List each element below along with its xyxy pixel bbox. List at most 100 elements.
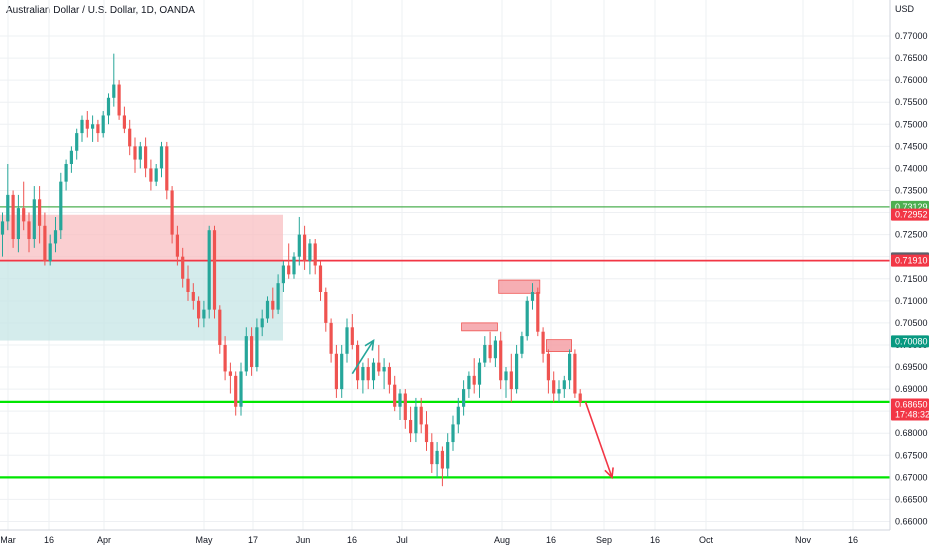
candle-body [308, 243, 312, 262]
candle-body [446, 442, 450, 469]
axis-currency-label: USD [895, 4, 915, 14]
y-tick-label: 0.69000 [895, 384, 928, 394]
candle-body [106, 97, 111, 116]
candle-body [435, 450, 439, 465]
candle-body [22, 208, 26, 222]
candle-body [186, 278, 190, 292]
candle-body [250, 336, 254, 368]
candle-body [552, 380, 556, 394]
y-tick-label: 0.66500 [895, 494, 928, 504]
candle-body [488, 344, 492, 359]
x-tick-label: Jul [396, 535, 408, 545]
zone-supply-zone [0, 214, 283, 262]
candle-body [366, 367, 370, 381]
candle-body [456, 406, 460, 425]
candle-body [318, 265, 323, 292]
price-tag [891, 335, 929, 348]
candle-body [324, 291, 328, 323]
candle-body [223, 344, 227, 372]
candle-body [578, 393, 582, 403]
candle-body [271, 300, 275, 310]
candle-body [504, 371, 508, 381]
candle-body [340, 353, 344, 390]
candle-body [345, 327, 349, 354]
candle-body [356, 344, 360, 381]
x-tick-label: Sep [596, 535, 612, 545]
y-tick-label: 0.75000 [895, 119, 928, 129]
x-tick-label: Apr [97, 535, 111, 545]
candle-body [122, 115, 126, 129]
candle-body [112, 84, 116, 98]
candle-body [546, 353, 550, 381]
candle-body [85, 119, 89, 129]
y-tick-label: 0.68000 [895, 428, 928, 438]
x-tick-label: Jun [296, 535, 311, 545]
candle-body [32, 199, 36, 240]
time-axis-bg [0, 530, 932, 550]
candle-body [154, 168, 158, 182]
candle-body [43, 225, 47, 262]
x-tick-label: 16 [44, 535, 54, 545]
candle-body [424, 424, 429, 443]
candle-body [202, 309, 206, 319]
candle-body [191, 291, 195, 301]
candle-body [562, 380, 566, 390]
candle-body [403, 393, 407, 420]
candle-body [117, 84, 121, 116]
candle-body [573, 353, 577, 394]
candle-body [292, 256, 296, 275]
candle-body [467, 375, 471, 390]
candle-body [234, 375, 238, 407]
candle-body [472, 375, 476, 385]
candle-body [138, 146, 142, 160]
candle-body [477, 362, 482, 385]
candle-body [297, 234, 301, 257]
candle-body [27, 221, 31, 240]
candle-body [16, 208, 20, 240]
price-tag-countdown: 17:48:32 [895, 410, 930, 420]
candle-body [430, 442, 434, 465]
candle-body [530, 291, 535, 301]
candle-body [228, 371, 232, 376]
candle-body [393, 384, 397, 407]
y-tick-label: 0.76000 [895, 75, 928, 85]
candle-body [38, 199, 42, 226]
candle-body [287, 265, 291, 275]
x-tick-label: 16 [347, 535, 357, 545]
y-tick-label: 0.75500 [895, 97, 928, 107]
candle-body [281, 265, 285, 284]
price-tag-label: 0.73129 [895, 202, 928, 212]
y-tick-label: 0.67000 [895, 472, 928, 482]
y-tick-label: 0.67500 [895, 450, 928, 460]
candle-body [53, 230, 58, 244]
x-tick-label: May [195, 535, 213, 545]
candle-body [175, 234, 179, 257]
zone-top-1 [461, 322, 498, 332]
candle-body [382, 367, 386, 372]
candle-body [128, 128, 132, 147]
y-tick-label: 0.77000 [895, 31, 928, 41]
candle-body [303, 234, 307, 262]
candle-body [165, 146, 169, 191]
arrow-head [604, 467, 614, 480]
x-tick-label: 16 [546, 535, 556, 545]
candle-body [377, 362, 381, 372]
arrow-head [364, 338, 375, 351]
candle-body [350, 327, 354, 345]
candle-body [197, 300, 201, 319]
y-tick-label: 0.76500 [895, 53, 928, 63]
x-tick-label: 17 [248, 535, 258, 545]
candle-body [493, 340, 497, 359]
candle-body [244, 336, 248, 372]
candle-body [265, 300, 270, 319]
candle-body [525, 300, 529, 337]
candle-body [515, 353, 519, 390]
x-tick-label: 16 [650, 535, 660, 545]
candle-body [499, 340, 503, 381]
candle-body [48, 243, 52, 262]
price-tag [891, 254, 929, 267]
candle-body [260, 318, 264, 328]
candle-body [159, 146, 164, 169]
y-tick-label: 0.72500 [895, 230, 928, 240]
